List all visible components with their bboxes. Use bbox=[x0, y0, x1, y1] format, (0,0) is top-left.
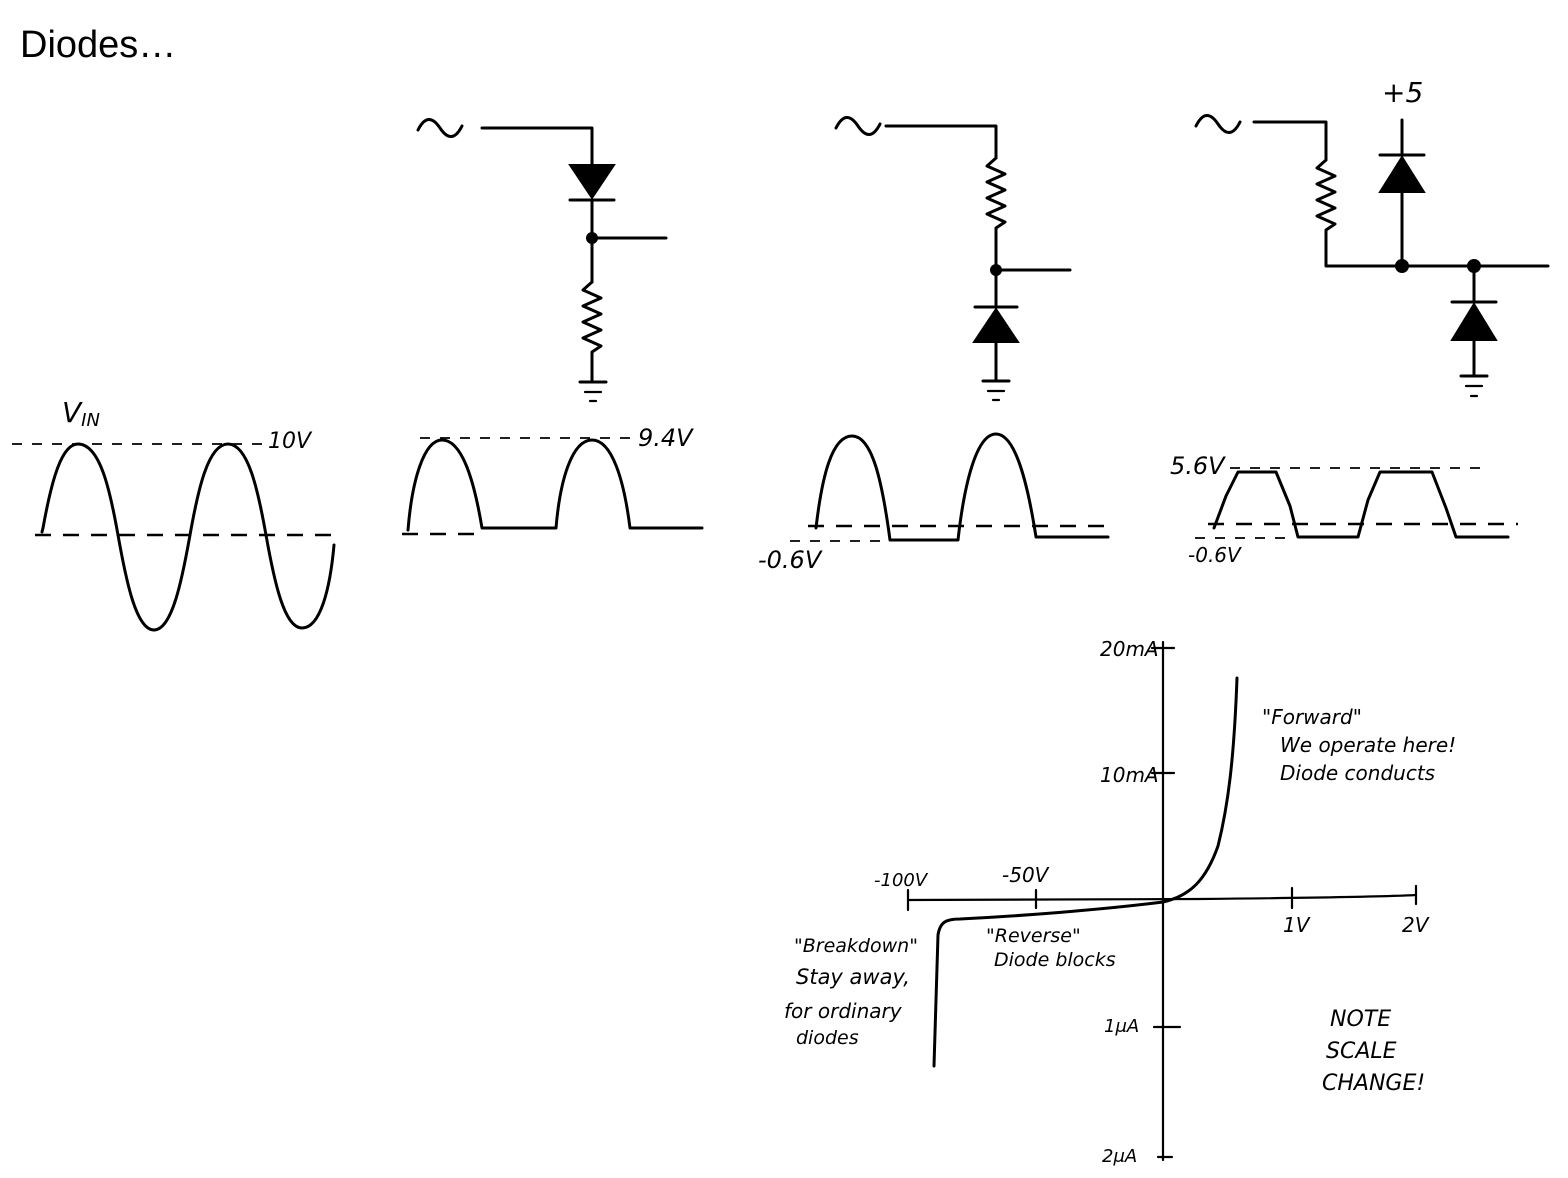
iv-xtick-label-1v: 1V bbox=[1283, 913, 1311, 937]
svg-text:Diode blocks: Diode blocks bbox=[994, 949, 1116, 971]
iv-ytick-label-20ma: 20mA bbox=[1100, 637, 1159, 661]
circuit2-resistor bbox=[985, 156, 1007, 307]
iv-breakdown-annotation: "Breakdown" Stay away, for ordinary diod… bbox=[784, 935, 918, 1049]
waveform-vin: VIN 10V bbox=[12, 396, 342, 632]
circuit2-ground-icon bbox=[981, 379, 1011, 402]
iv-x-axis bbox=[906, 893, 1418, 902]
circuit-diode-clamp bbox=[834, 116, 1072, 402]
clip-low-label: -0.6V bbox=[1188, 543, 1242, 567]
circuit1-diode bbox=[568, 164, 616, 200]
circuit3-wire-input bbox=[1252, 120, 1328, 162]
iv-xtick-label-minus100v: -100V bbox=[874, 870, 929, 891]
waveform-negative-clip: -0.6V bbox=[758, 432, 1110, 574]
circuit-half-wave-rectifier bbox=[416, 118, 668, 403]
svg-text:for ordinary: for ordinary bbox=[784, 999, 903, 1023]
iv-ytick-label-1ua: 1μA bbox=[1104, 1016, 1139, 1037]
svg-text:SCALE: SCALE bbox=[1326, 1039, 1397, 1064]
iv-characteristic: 20mA 10mA 1μA 2μA -100V -50V 1V 2V "Forw… bbox=[784, 637, 1456, 1167]
circuit1-ground-icon bbox=[578, 380, 608, 403]
clip-high-label: 5.6V bbox=[1170, 452, 1226, 480]
circuit3-node-a bbox=[1395, 259, 1409, 273]
svg-text:"Reverse": "Reverse" bbox=[986, 925, 1081, 947]
vin-amplitude-label: 10V bbox=[268, 429, 313, 454]
halfwave-curve bbox=[406, 438, 704, 532]
svg-text:We operate here!: We operate here! bbox=[1280, 733, 1456, 757]
circuit1-resistor bbox=[581, 280, 603, 382]
svg-text:"Breakdown": "Breakdown" bbox=[794, 935, 918, 957]
vin-label: VIN bbox=[62, 396, 100, 431]
waveform-dual-clip: 5.6V -0.6V bbox=[1170, 452, 1518, 567]
dualclip-curve bbox=[1212, 470, 1510, 539]
iv-xtick-label-minus50v: -50V bbox=[1002, 863, 1050, 887]
circuit2-diode bbox=[972, 307, 1020, 343]
svg-text:Diode conducts: Diode conducts bbox=[1280, 761, 1435, 785]
svg-text:"Forward": "Forward" bbox=[1262, 705, 1362, 729]
ac-source-symbol bbox=[834, 116, 882, 136]
svg-text:CHANGE!: CHANGE! bbox=[1322, 1071, 1425, 1096]
iv-curve bbox=[932, 676, 1239, 1068]
iv-ytick-label-2ua: 2μA bbox=[1102, 1146, 1137, 1167]
circuit3-diode-top bbox=[1378, 155, 1426, 193]
waveform-half-wave: 9.4V bbox=[402, 424, 704, 536]
iv-note-annotation: NOTE SCALE CHANGE! bbox=[1322, 1007, 1425, 1096]
circuit3-ground-icon bbox=[1459, 374, 1489, 398]
circuit3-resistor bbox=[1315, 158, 1550, 268]
clip-negative-label: -0.6V bbox=[758, 546, 823, 574]
circuit2-wire-input bbox=[884, 124, 998, 160]
svg-text:Stay away,: Stay away, bbox=[796, 965, 910, 989]
iv-reverse-annotation: "Reverse" Diode blocks bbox=[986, 925, 1116, 971]
svg-text:diodes: diodes bbox=[796, 1027, 859, 1049]
circuit1-wire-input bbox=[480, 126, 594, 167]
supply-label: +5 bbox=[1382, 76, 1423, 109]
halfwave-peak-label: 9.4V bbox=[638, 424, 694, 452]
vin-sine-curve bbox=[40, 442, 336, 632]
svg-text:NOTE: NOTE bbox=[1330, 1007, 1391, 1032]
ac-source-symbol bbox=[416, 118, 464, 138]
page-title: Diodes… bbox=[20, 24, 177, 66]
iv-xtick-label-2v: 2V bbox=[1402, 913, 1430, 937]
ac-source-symbol bbox=[1194, 114, 1242, 134]
circuit3-diode-bottom bbox=[1450, 302, 1498, 341]
circuit-dual-clipper: +5 bbox=[1194, 76, 1550, 398]
iv-forward-annotation: "Forward" We operate here! Diode conduct… bbox=[1262, 705, 1456, 785]
clip-curve bbox=[814, 432, 1110, 542]
iv-ytick-label-10ma: 10mA bbox=[1100, 763, 1159, 787]
